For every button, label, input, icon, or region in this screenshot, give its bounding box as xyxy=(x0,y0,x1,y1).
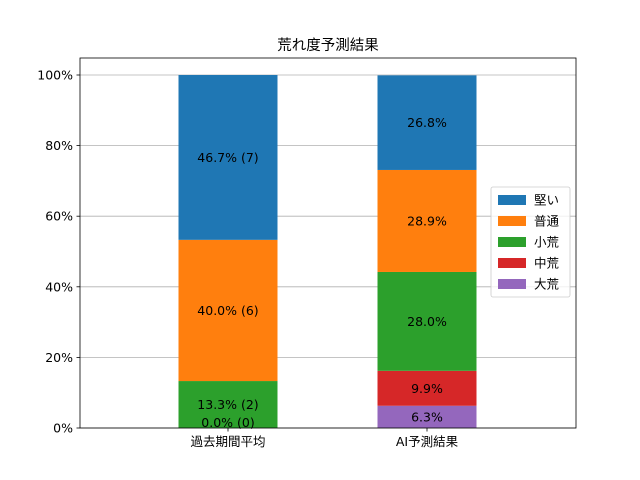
bars xyxy=(178,75,477,428)
bar-segment xyxy=(178,381,278,428)
legend-swatch xyxy=(498,195,526,205)
bar-value-label: 28.0% xyxy=(407,314,447,329)
x-tick-label: AI予測結果 xyxy=(396,434,459,449)
bar-segment xyxy=(377,370,477,406)
y-axis: 0% 20% 40% 60% 80% 100% xyxy=(37,68,80,436)
legend-swatch xyxy=(498,237,526,247)
chart-title: 荒れ度予測結果 xyxy=(277,37,379,54)
y-tick-label: 20% xyxy=(45,350,73,365)
bar-labels: 13.3% (2) 40.0% (6) 46.7% (7) 6.3% 9.9% 28.0%… xyxy=(197,115,447,430)
legend-label: 大荒 xyxy=(534,277,559,292)
legend-swatch xyxy=(498,258,526,268)
legend-label: 堅い xyxy=(534,193,559,208)
y-tick-label: 100% xyxy=(37,68,73,83)
legend-frame xyxy=(490,186,571,298)
legend-label: 普通 xyxy=(534,214,560,229)
legend-label: 小荒 xyxy=(534,235,559,250)
y-tick-label: 40% xyxy=(45,279,73,294)
bar-segment xyxy=(377,405,477,428)
bar-value-label: 28.9% xyxy=(407,213,447,228)
y-tick-label: 0% xyxy=(53,421,73,436)
bar-value-label: 46.7% (7) xyxy=(197,150,258,165)
bar-segment xyxy=(178,239,278,382)
bar-segment xyxy=(178,75,278,240)
plot-frame xyxy=(79,57,577,429)
bar-value-label: 13.3% (2) xyxy=(197,397,258,412)
bar-value-label: 26.8% xyxy=(407,115,447,130)
x-tick-label: 過去期間平均 xyxy=(190,434,265,449)
bar-value-label: 9.9% xyxy=(411,381,443,396)
legend-swatch xyxy=(498,279,526,289)
bar-value-label: 40.0% (6) xyxy=(197,303,258,318)
bar-segment xyxy=(377,271,477,371)
legend-swatch xyxy=(498,216,526,226)
bar-value-label: 6.3% xyxy=(411,409,443,424)
legend-label: 中荒 xyxy=(534,256,559,271)
y-tick-label: 60% xyxy=(45,209,73,224)
bar-segment xyxy=(377,169,477,272)
bar-value-label: 0.0% (0) xyxy=(201,415,254,430)
y-tick-label: 80% xyxy=(45,138,73,153)
x-axis: 過去期間平均 AI予測結果 xyxy=(190,428,459,449)
bar-segment xyxy=(377,75,477,170)
